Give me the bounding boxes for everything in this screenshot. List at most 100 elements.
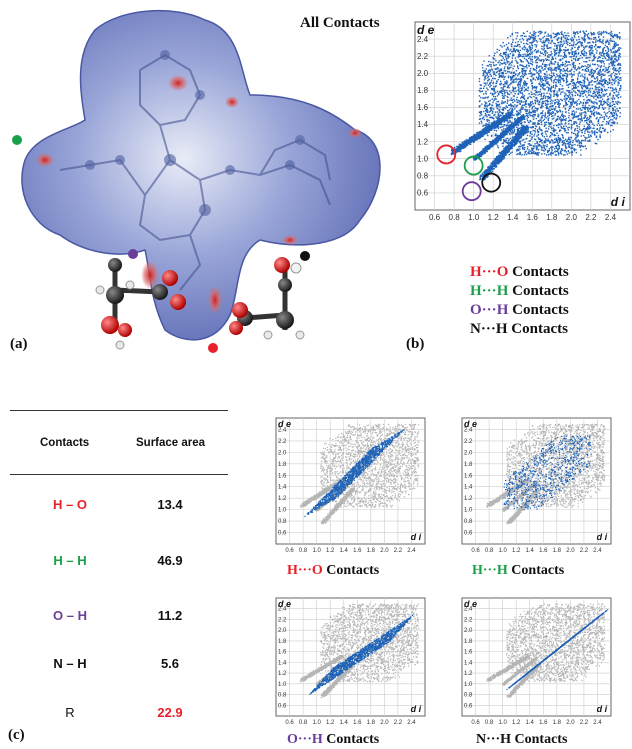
x-tick-label: 1.8	[367, 720, 376, 726]
y-tick-label: 1.6	[417, 103, 429, 112]
x-tick-label: 2.0	[380, 548, 389, 554]
h-o-circle	[436, 144, 457, 165]
x-tick-label: 1.2	[488, 213, 500, 222]
y-axis-label: d e	[278, 599, 291, 609]
y-tick-label: 2.0	[278, 450, 287, 456]
fingerprint-plot-h-h: 0.6 0.8 1.0 1.2 1.4 1.6 1.8 2.0 2.2 2.4 2.4 2.2 2.0 1…	[461, 417, 612, 554]
x-axis-label: d i	[411, 704, 422, 714]
surface-blob	[21, 9, 381, 341]
x-tick-label: 1.0	[312, 720, 321, 726]
x-tick-label: 1.6	[353, 720, 362, 726]
y-tick-label: 1.4	[464, 660, 473, 666]
y-tick-label: 2.2	[464, 617, 473, 623]
caption-h-o-a: H	[287, 563, 298, 578]
panel-c-label: (c)	[8, 727, 25, 744]
y-tick-label: 1.4	[278, 660, 287, 666]
x-tick-label: 1.8	[367, 548, 376, 554]
y-tick-label: 1.6	[464, 650, 473, 656]
x-tick-label: 2.4	[407, 720, 416, 726]
y-tick-label: 0.8	[417, 171, 429, 180]
y-axis-label: d e	[417, 23, 435, 37]
fingerprint-plot-o-h: 0.6 0.8 1.0 1.2 1.4 1.6 1.8 2.0 2.2 2.4 2.4 2.2 2.0 1…	[275, 597, 426, 726]
x-tick-label: 1.0	[312, 548, 321, 554]
legend-atom-b: H	[497, 283, 509, 299]
table-cell-area: 5.6	[130, 656, 210, 671]
fingerprint-points	[299, 423, 420, 525]
y-tick-label: 0.8	[464, 519, 473, 525]
legend-item: N···H Contacts	[470, 321, 569, 338]
caption-o-h-rest: Contacts	[323, 732, 379, 747]
y-tick-label: 0.6	[417, 189, 429, 198]
legend-rest: Contacts	[508, 264, 569, 280]
caption-h-o: H···O Contacts	[287, 563, 379, 579]
y-tick-label: 1.2	[464, 496, 473, 502]
left-acid-molecule	[95, 258, 186, 350]
x-tick-label: 0.8	[299, 720, 308, 726]
x-tick-label: 2.2	[580, 720, 589, 726]
table-cell-area: 46.9	[130, 553, 210, 568]
panel-a-label: (a)	[10, 336, 28, 353]
y-tick-label: 1.2	[278, 496, 287, 502]
y-tick-label: 2.4	[278, 607, 287, 613]
y-tick-label: 1.6	[278, 473, 287, 479]
y-tick-label: 0.6	[464, 703, 473, 709]
legend-atom-a: N	[470, 321, 481, 337]
legend-dots: ···	[482, 302, 497, 318]
x-tick-label: 0.8	[299, 548, 308, 554]
y-tick-label: 1.0	[278, 508, 287, 514]
table-cell-contact: O – H	[30, 608, 110, 623]
main-fingerprint-plot: 0.6 0.8 1.0 1.2 1.4 1.6 1.8 2.0 2.2 2.4 2.4 2.2 2.0 1…	[414, 21, 631, 222]
x-tick-label: 2.0	[566, 548, 575, 554]
x-tick-label: 1.2	[512, 548, 521, 554]
y-axis-label: d e	[464, 599, 477, 609]
table-cell-contact: H – O	[30, 497, 110, 512]
fingerprint-title: All Contacts	[300, 15, 380, 32]
y-tick-label: 2.4	[464, 427, 473, 433]
x-tick-label: 0.6	[285, 720, 294, 726]
y-tick-label: 1.4	[464, 485, 473, 491]
legend-dots: ···	[482, 283, 497, 299]
table-header-contacts: Contacts	[40, 437, 89, 449]
y-tick-label: 1.8	[278, 462, 287, 468]
table-header-surface-area: Surface area	[136, 437, 205, 449]
legend-atom-a: O	[470, 302, 482, 318]
legend-rest: Contacts	[508, 321, 568, 337]
x-tick-label: 2.2	[394, 720, 403, 726]
x-tick-label: 2.0	[566, 213, 578, 222]
legend-item: H···H Contacts	[470, 283, 569, 300]
y-axis-label: d e	[464, 419, 477, 429]
x-tick-label: 1.4	[507, 213, 519, 222]
x-tick-label: 1.4	[526, 548, 535, 554]
fingerprint-points	[486, 603, 609, 698]
y-tick-label: 2.4	[278, 427, 287, 433]
x-tick-label: 2.2	[585, 213, 597, 222]
fingerprint-points	[450, 30, 622, 181]
black-marker	[300, 251, 310, 261]
x-axis-label: d i	[611, 195, 626, 209]
x-tick-label: 1.6	[527, 213, 539, 222]
caption-n-h-a: N	[476, 732, 486, 747]
table-cell-area: 11.2	[130, 608, 210, 623]
x-tick-label: 0.8	[485, 720, 494, 726]
x-tick-label: 1.6	[353, 548, 362, 554]
y-tick-label: 1.6	[278, 650, 287, 656]
caption-h-o-rest: Contacts	[323, 563, 379, 578]
purple-marker	[128, 249, 138, 259]
table-cell-area: 22.9	[130, 705, 210, 720]
x-tick-label: 1.0	[498, 720, 507, 726]
x-tick-label: 1.0	[498, 548, 507, 554]
fingerprint-points	[299, 603, 420, 699]
legend-rest: Contacts	[508, 283, 569, 299]
caption-n-h-rest: Contacts	[511, 732, 568, 747]
x-tick-label: 1.8	[553, 720, 562, 726]
x-tick-label: 2.4	[407, 548, 416, 554]
fingerprint-points	[486, 423, 606, 525]
caption-n-h-b: H	[500, 732, 511, 747]
x-tick-label: 2.2	[580, 548, 589, 554]
y-tick-label: 1.6	[464, 473, 473, 479]
y-tick-label: 2.2	[278, 439, 287, 445]
caption-h-o-b: O	[312, 563, 323, 578]
caption-n-h: N···H Contacts	[476, 732, 567, 748]
hirshfeld-surface-figure	[12, 9, 381, 353]
y-tick-label: 0.8	[278, 519, 287, 525]
